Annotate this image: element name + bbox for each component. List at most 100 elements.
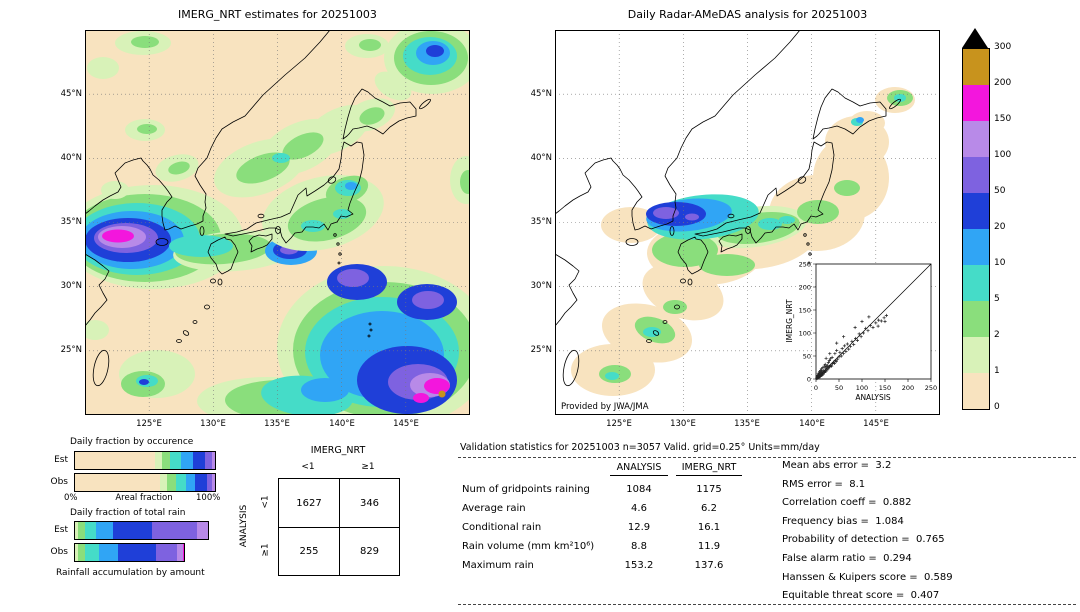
colorbar-band (963, 229, 989, 265)
lon-tick: 130°E (670, 419, 696, 429)
bar-segment (206, 474, 213, 491)
colorbar-label: 50 (994, 186, 1006, 196)
contingency-cell: 829 (339, 527, 399, 575)
bar-segment (156, 544, 178, 561)
validation-imerg-value: 137.6 (694, 560, 724, 571)
row-label-obs: Obs (50, 547, 69, 557)
validation-scores-list: Mean abs error = 3.2 RMS error = 8.1 Corre… (782, 460, 1072, 609)
bar-segment (95, 522, 113, 539)
colorbar-band (963, 265, 989, 301)
inset-scatter-panel: 0 50 100 150 200 250 0 50 100 150 200 25… (780, 260, 940, 403)
bar-segment (75, 452, 155, 469)
lat-tick: 40°N (530, 153, 552, 163)
contingency-col-label: ≥1 (361, 462, 375, 472)
bar-segment (175, 474, 186, 491)
contingency-row-header: ANALYSIS (239, 504, 250, 548)
axis-min-label: 0% (64, 493, 78, 503)
validation-imerg-value: 16.1 (697, 522, 721, 533)
left-map-title: IMERG_NRT estimates for 20251003 (178, 8, 377, 21)
lat-tick: 45°N (60, 89, 82, 99)
validation-row-label: Rain volume (mm km²10⁶) (462, 541, 595, 552)
bar-segment (98, 544, 119, 561)
bar-segment (118, 544, 157, 561)
occurrence-bar-obs (74, 473, 216, 492)
colorbar-label: 100 (994, 150, 1012, 160)
inset-ylabel: IMERG_NRT (785, 299, 794, 342)
inset-xtick: 0 (814, 384, 818, 392)
credit-text: Provided by JWA/JMA (561, 402, 649, 412)
total-rain-bar-obs (74, 543, 186, 562)
row-label-est: Est (54, 525, 68, 535)
inset-ytick: 50 (803, 353, 811, 361)
divider (458, 604, 1076, 605)
axis-title: Areal fraction (115, 493, 173, 503)
validation-score: Hanssen & Kuipers score = 0.589 (782, 571, 953, 583)
bar-segment (170, 452, 182, 469)
colorbar-label: 0 (994, 402, 1000, 412)
colorbar-label: 2 (994, 330, 1000, 340)
accumulation-footer: Rainfall accumulation by amount (56, 568, 205, 578)
validation-imerg-value: 6.2 (701, 503, 717, 514)
inset-xtick: 150 (879, 384, 891, 392)
inset-ytick: 0 (807, 376, 811, 384)
colorbar-label: 300 (994, 42, 1012, 52)
bar-segment (161, 452, 171, 469)
bar-segment (75, 522, 78, 539)
colorbar-band (963, 157, 989, 193)
bar-segment (151, 522, 197, 539)
validation-score: Frequency bias = 1.084 (782, 515, 904, 527)
lat-tick: 30°N (60, 281, 82, 291)
validation-imerg-value: 11.9 (697, 541, 721, 552)
lon-tick: 135°E (264, 419, 290, 429)
divider (458, 457, 1076, 458)
inset-ytick: 250 (799, 261, 811, 269)
axis-max-label: 100% (196, 493, 221, 503)
lon-tick: 125°E (606, 419, 632, 429)
inset-ytick: 150 (799, 307, 811, 315)
contingency-cell: 1627 (296, 497, 322, 509)
lat-tick: 35°N (530, 217, 552, 227)
scatter-points (815, 313, 888, 381)
occurrence-title: Daily fraction by occurence (70, 437, 194, 447)
contingency-table: 1627 346 255 829 (278, 478, 400, 576)
colorbar-band (963, 85, 989, 121)
lat-tick: 40°N (60, 153, 82, 163)
contingency-row-label: ≥1 (261, 543, 271, 557)
lon-tick: 140°E (799, 419, 825, 429)
radar-amedas-map: Provided by JWA/JMA (555, 30, 940, 415)
lon-tick: 145°E (863, 419, 889, 429)
validation-analysis-value: 8.8 (631, 541, 647, 552)
bar-segment (181, 452, 193, 469)
bar-segment (112, 522, 152, 539)
validation-analysis-value: 1084 (626, 484, 652, 495)
lat-tick: 25°N (530, 345, 552, 355)
colorbar-band (963, 121, 989, 157)
bar-segment (75, 474, 161, 491)
lon-tick: 130°E (200, 419, 226, 429)
lat-tick: 45°N (530, 89, 552, 99)
right-map-title: Daily Radar-AMeDAS analysis for 20251003 (627, 8, 868, 21)
bar-segment (160, 474, 168, 491)
validation-analysis-value: 12.9 (627, 522, 651, 533)
colorbar-label: 200 (994, 78, 1012, 88)
validation-imerg-value: 1175 (696, 484, 722, 495)
inset-xtick: 50 (835, 384, 843, 392)
analysis-col-header: ANALYSIS (610, 462, 668, 476)
bar-segment (212, 452, 215, 469)
occurrence-bar-est (74, 451, 216, 470)
lon-tick: 125°E (136, 419, 162, 429)
inset-xtick: 100 (856, 384, 868, 392)
lat-tick: 35°N (60, 217, 82, 227)
total-rain-bar-est (74, 521, 209, 540)
colorbar-band (963, 49, 989, 85)
colorbar-band (963, 373, 989, 409)
inset-xlabel: ANALYSIS (855, 393, 891, 402)
colorbar-label: 10 (994, 258, 1006, 268)
imerg-col-header: IMERG_NRT (676, 462, 742, 476)
bar-segment (77, 522, 85, 539)
bar-segment (75, 544, 78, 561)
inset-xtick: 200 (902, 384, 914, 392)
colorbar-label: 150 (994, 114, 1012, 124)
colorbar-band (963, 337, 989, 373)
validation-row-label: Conditional rain (462, 522, 542, 533)
